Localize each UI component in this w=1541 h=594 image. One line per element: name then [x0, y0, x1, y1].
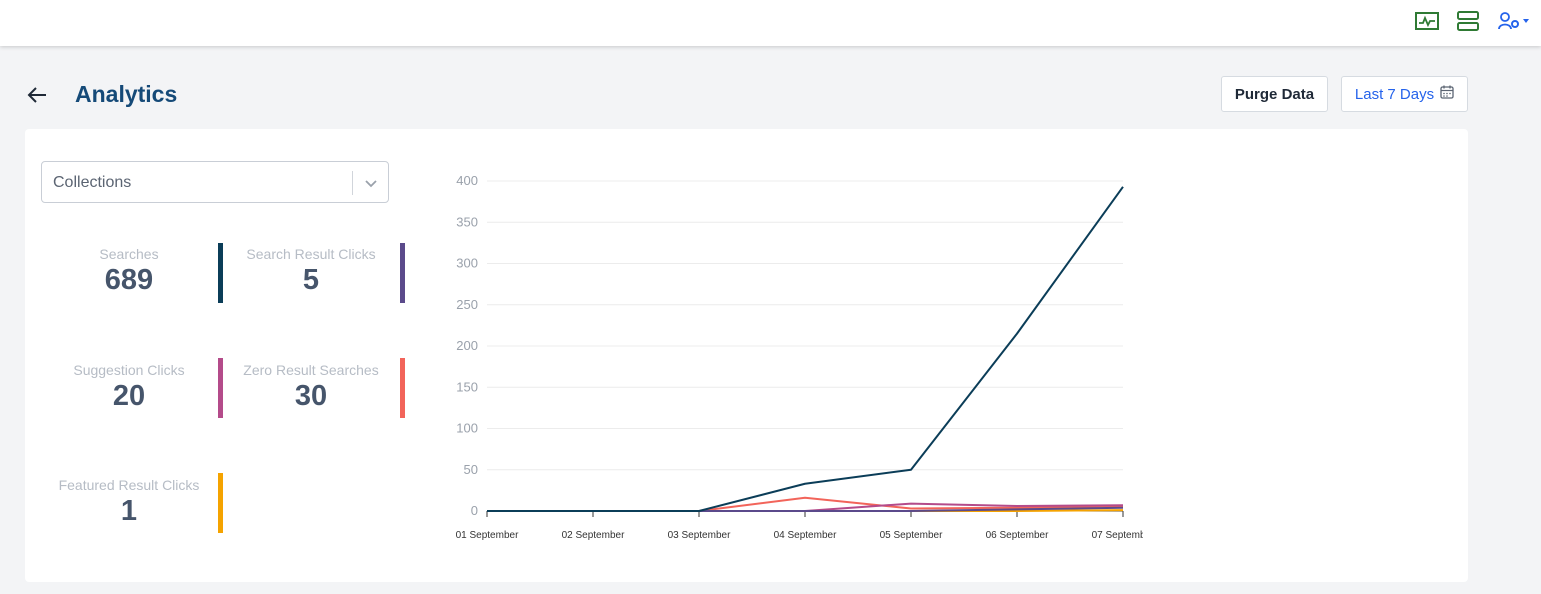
y-tick-label: 350: [456, 214, 478, 229]
searches-line-chart: 0 50 100 150 200 250 300 350 400 01 September 02 S…: [456, 173, 1155, 541]
y-tick-label: 100: [456, 421, 478, 436]
collections-select[interactable]: Collections: [41, 161, 389, 203]
stat-searches: Searches 689: [39, 246, 219, 297]
stat-zero-result-searches: Zero Result Searches 30: [221, 362, 401, 413]
stat-label: Suggestion Clicks: [73, 362, 185, 378]
stat-color-bar: [400, 243, 405, 303]
select-separator: [352, 171, 353, 195]
page-title: Analytics: [75, 81, 178, 107]
date-range-label: Last 7 Days: [1354, 85, 1435, 103]
y-tick-label: 50: [464, 462, 478, 477]
stat-color-bar: [218, 243, 223, 303]
stat-value: 5: [302, 264, 320, 296]
stat-value: 1: [120, 495, 138, 527]
x-tick-label: 03 September: [668, 530, 731, 541]
user-settings-icon[interactable]: [1497, 10, 1531, 32]
server-icon[interactable]: [1455, 10, 1481, 32]
stat-value: 689: [104, 264, 154, 296]
back-arrow-icon[interactable]: [26, 84, 48, 106]
y-tick-label: 400: [456, 173, 478, 188]
stat-color-bar: [218, 358, 223, 418]
purge-data-button[interactable]: Purge Data: [1221, 76, 1328, 112]
page-header: Analytics Purge Data Last 7 Days: [0, 70, 1541, 120]
x-tick-label: 04 September: [774, 530, 837, 541]
stat-label: Search Result Clicks: [246, 246, 376, 262]
top-bar: [0, 0, 1541, 46]
stat-color-bar: [400, 358, 405, 418]
analytics-card: Collections Searches 689 Search Result C…: [25, 129, 1468, 582]
y-tick-label: 250: [456, 297, 478, 312]
date-range-button[interactable]: Last 7 Days: [1341, 76, 1468, 112]
stat-value: 30: [294, 380, 328, 412]
x-tick-label: 05 September: [880, 530, 943, 541]
x-tick-label: 06 September: [986, 530, 1049, 541]
activity-monitor-icon[interactable]: [1414, 10, 1440, 32]
stat-suggestion-clicks: Suggestion Clicks 20: [39, 362, 219, 413]
stat-label: Featured Result Clicks: [58, 477, 200, 493]
y-tick-label: 0: [471, 503, 478, 518]
stat-search-result-clicks: Search Result Clicks 5: [221, 246, 401, 297]
stat-featured-result-clicks: Featured Result Clicks 1: [39, 477, 219, 528]
stat-value: 20: [112, 380, 146, 412]
stat-label: Searches: [99, 246, 159, 262]
collections-select-placeholder: Collections: [53, 174, 132, 191]
x-tick-label: 01 September: [456, 530, 519, 541]
y-tick-label: 200: [456, 338, 478, 353]
x-tick-label: 02 September: [562, 530, 625, 541]
series-line: [487, 186, 1124, 512]
stat-color-bar: [218, 473, 223, 533]
y-tick-label: 150: [456, 379, 478, 394]
x-tick-label: 07 September: [1092, 530, 1155, 541]
y-tick-label: 300: [456, 256, 478, 271]
chevron-down-icon[interactable]: [360, 172, 382, 194]
stat-label: Zero Result Searches: [243, 362, 379, 378]
calendar-icon: [1440, 85, 1454, 103]
